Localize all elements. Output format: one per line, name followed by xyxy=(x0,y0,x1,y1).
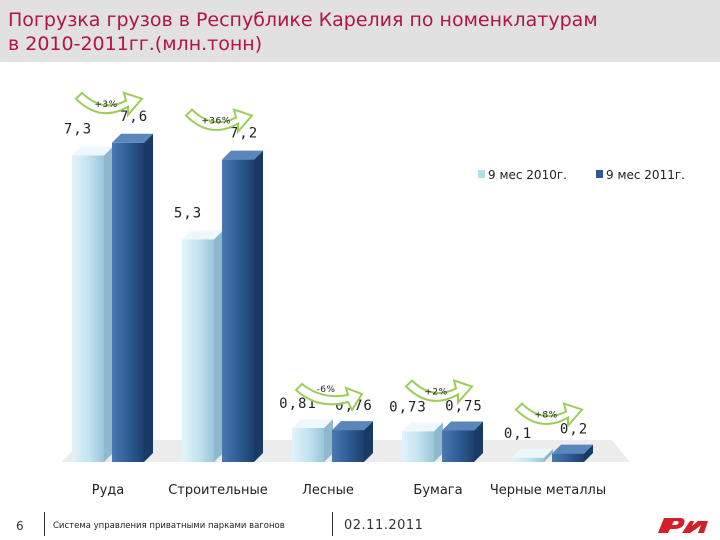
category-label: Бумага xyxy=(413,483,462,498)
legend-label: 9 мес 2010г. xyxy=(488,168,567,182)
rzd-logo-icon xyxy=(658,518,708,533)
data-label: 7,3 xyxy=(64,121,92,137)
bar-side xyxy=(544,448,553,462)
bar-chart: 7,37,6Руда5,37,2Строительные0,810,76Лесн… xyxy=(62,91,685,498)
category-label: Строительные xyxy=(168,483,268,498)
bar-2011 xyxy=(222,159,254,462)
bar-2010 xyxy=(292,427,324,462)
bar-top xyxy=(512,448,553,458)
bar-top xyxy=(552,444,593,454)
bar-side xyxy=(364,421,373,462)
bar-2010 xyxy=(512,457,544,462)
data-label: 7,6 xyxy=(120,109,148,125)
bar-top xyxy=(442,421,483,431)
change-label: +3% xyxy=(94,100,117,110)
up-arrow-icon xyxy=(184,108,254,135)
bar-2011 xyxy=(552,453,584,462)
bar-side xyxy=(584,444,593,462)
bar-side xyxy=(254,150,263,462)
bar-top xyxy=(112,133,153,143)
bar-2010 xyxy=(402,431,434,462)
footer-divider xyxy=(44,512,45,536)
bar-2011 xyxy=(442,430,474,462)
data-label: 0,1 xyxy=(504,426,532,442)
bar-2010 xyxy=(182,239,214,462)
up-arrow-icon xyxy=(514,402,584,429)
category-label: Лесные xyxy=(302,483,354,498)
data-label: 0,75 xyxy=(445,399,483,415)
data-label: 0,73 xyxy=(389,399,427,415)
up-arrow-icon xyxy=(404,378,474,406)
bar-side xyxy=(214,230,223,462)
bar-top xyxy=(402,422,443,432)
bar-top xyxy=(332,421,373,431)
bar-side xyxy=(104,146,113,462)
bar-top xyxy=(72,146,113,156)
data-label: 5,3 xyxy=(174,205,202,221)
bar-2011 xyxy=(332,430,364,462)
data-label: 7,2 xyxy=(230,126,258,142)
legend-swatch xyxy=(478,170,485,178)
bar-side xyxy=(434,422,443,462)
data-label: 0,81 xyxy=(279,396,317,412)
footer-text: Система управления приватными парками ва… xyxy=(53,521,285,531)
bar-2010 xyxy=(72,155,104,462)
up-arrow-icon xyxy=(74,91,144,118)
bar-top xyxy=(182,230,223,240)
bar-2011 xyxy=(112,142,144,463)
change-label: +2% xyxy=(424,388,447,398)
footer-date: 02.11.2011 xyxy=(344,518,424,533)
data-label: 0,2 xyxy=(560,422,588,438)
bar-side xyxy=(144,133,153,463)
page-title: Погрузка грузов в Республике Карелия по … xyxy=(8,9,598,55)
change-label: -6% xyxy=(316,385,335,395)
category-label: Руда xyxy=(92,483,125,498)
bar-top xyxy=(292,418,333,428)
legend-swatch xyxy=(596,170,603,178)
bar-top xyxy=(222,150,263,160)
bar-side xyxy=(324,418,333,462)
change-label: +36% xyxy=(201,117,231,127)
bar-side xyxy=(474,421,483,462)
slide-number: 6 xyxy=(16,519,24,533)
title-bar: Погрузка грузов в Республике Карелия по … xyxy=(0,0,720,62)
down-arrow-icon xyxy=(294,382,364,413)
legend-label: 9 мес 2011г. xyxy=(606,168,685,182)
change-label: +8% xyxy=(534,411,557,421)
footer-divider xyxy=(332,512,333,536)
category-label: Черные металлы xyxy=(490,483,606,498)
legend: 9 мес 2010г. 9 мес 2011г. xyxy=(478,168,685,182)
